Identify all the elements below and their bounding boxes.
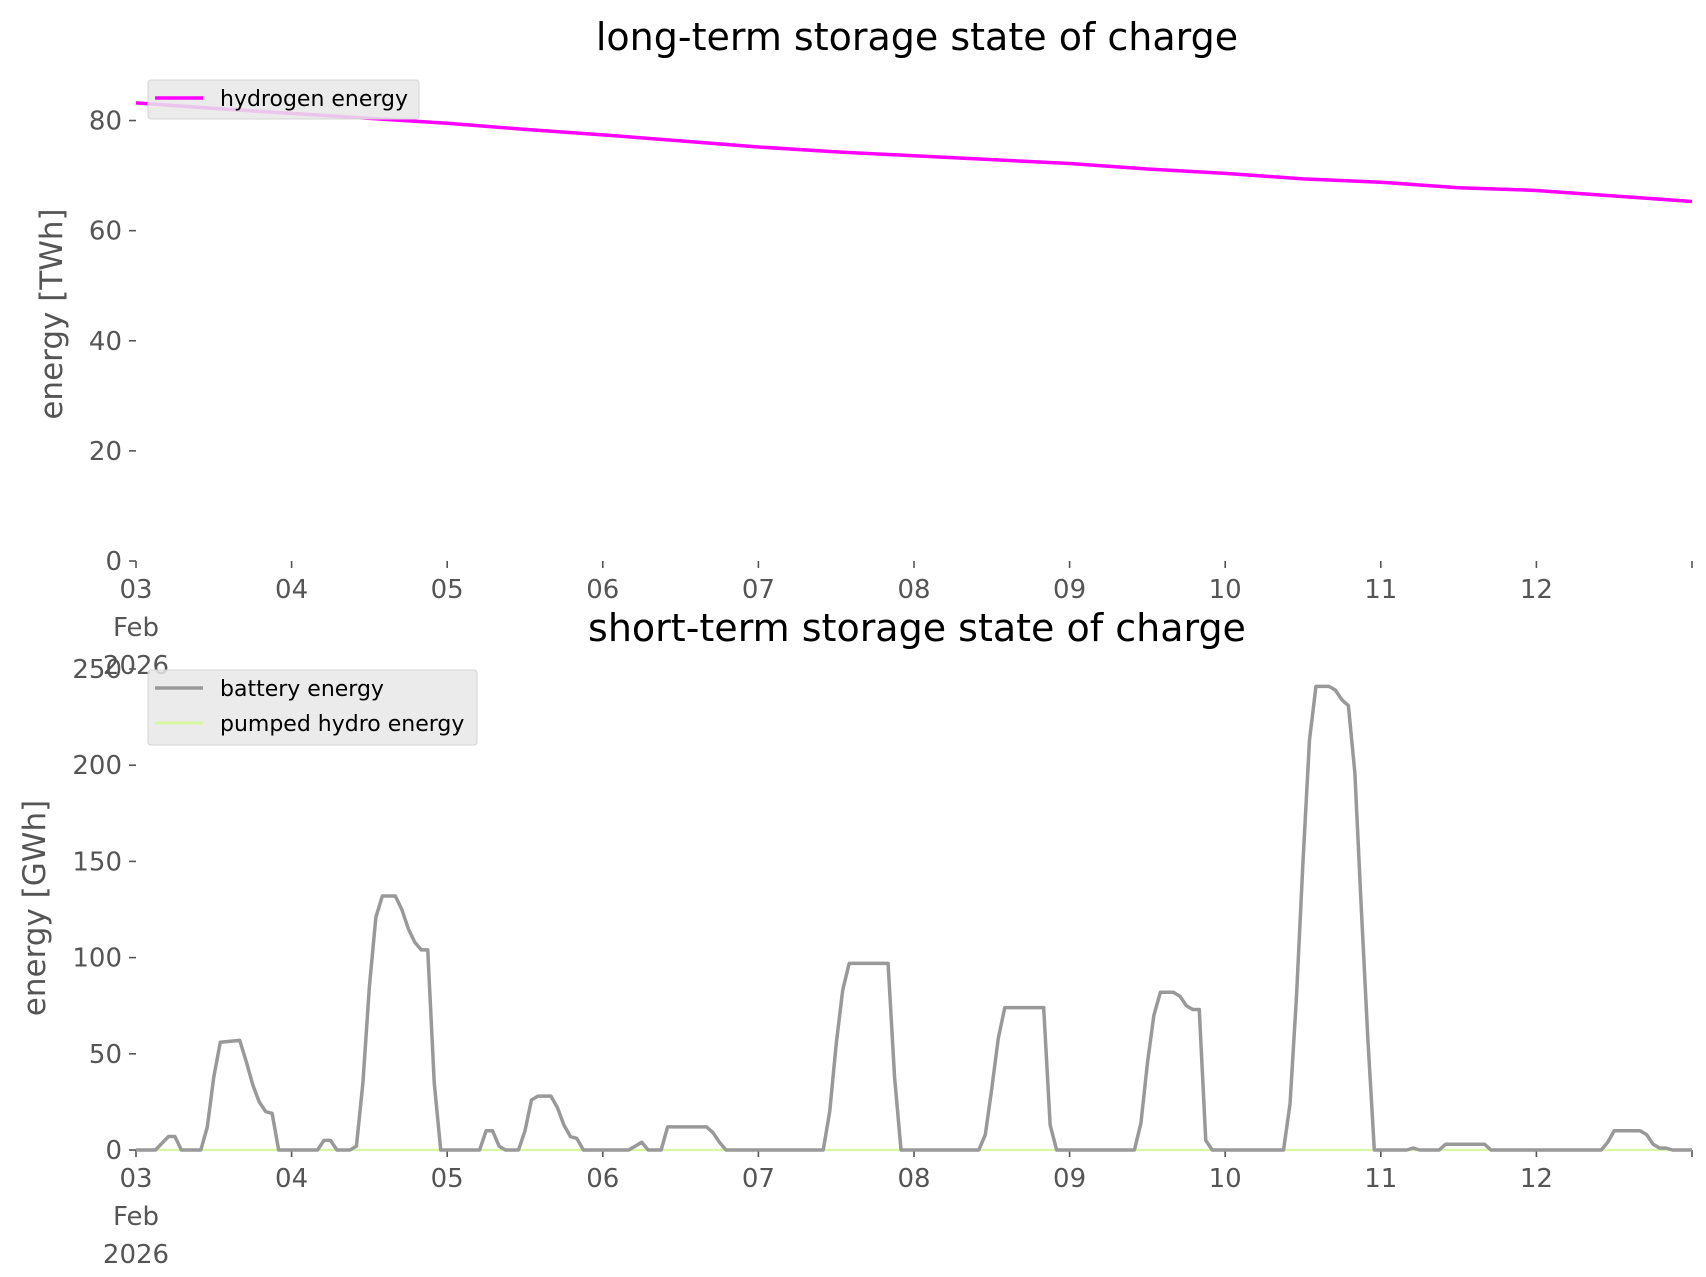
y-tick: 150 xyxy=(72,847,136,877)
x-tick: 11 xyxy=(1364,1150,1397,1194)
y-tick: 80 xyxy=(89,107,136,137)
y-tick-label: 40 xyxy=(89,327,122,357)
legend: hydrogen energy xyxy=(147,79,420,120)
x-tick-label: 2026 xyxy=(103,1240,169,1270)
legend: battery energy pumped hydro energy xyxy=(147,669,478,746)
x-tick: 07 xyxy=(742,561,775,605)
y-tick-label: 100 xyxy=(72,944,122,974)
x-tick-label: 12 xyxy=(1520,1164,1553,1194)
x-axis-ticks: 03 Feb 2026 04 05 06 07 08 09 10 11 12 xyxy=(103,1150,1693,1270)
y-axis-ticks: 0 50 100 150 200 250 xyxy=(72,655,136,1166)
x-tick-label: 11 xyxy=(1364,1164,1397,1194)
y-axis-ticks: 0 20 40 60 80 xyxy=(89,107,136,577)
x-tick: 11 xyxy=(1364,561,1397,605)
legend-entry-battery-energy: battery energy xyxy=(220,677,384,702)
x-tick: 10 xyxy=(1209,561,1242,605)
x-tick-label: 10 xyxy=(1209,575,1242,605)
x-tick-label: 04 xyxy=(275,1164,308,1194)
y-tick-label: 250 xyxy=(72,655,122,685)
x-tick-label: 05 xyxy=(431,1164,464,1194)
x-tick: 05 xyxy=(431,561,464,605)
y-tick: 0 xyxy=(105,1136,136,1166)
legend-box xyxy=(147,79,420,120)
x-tick-label: 08 xyxy=(897,1164,930,1194)
y-tick: 40 xyxy=(89,327,136,357)
x-tick-label: 04 xyxy=(275,575,308,605)
x-tick-label: 07 xyxy=(742,1164,775,1194)
x-tick: 08 xyxy=(897,1150,931,1194)
y-tick: 100 xyxy=(72,944,136,974)
x-tick-label: Feb xyxy=(113,613,159,643)
y-tick: 50 xyxy=(89,1040,136,1070)
short-term-chart: short-term storage state of charge energ… xyxy=(17,606,1693,1270)
x-tick: 08 xyxy=(897,561,931,605)
x-tick-label: 12 xyxy=(1520,575,1553,605)
x-tick: 10 xyxy=(1209,1150,1242,1194)
x-tick-label: 08 xyxy=(897,575,930,605)
x-tick-label: 06 xyxy=(586,575,619,605)
y-tick-label: 60 xyxy=(89,217,122,247)
series-lines xyxy=(136,684,1692,1152)
x-tick: 12 xyxy=(1520,1150,1553,1194)
x-tick: 05 xyxy=(431,1150,464,1194)
y-tick-label: 200 xyxy=(72,751,122,781)
x-tick-label: 07 xyxy=(742,575,775,605)
series-line-battery-energy xyxy=(136,684,1692,1152)
y-tick-label: 80 xyxy=(89,107,122,137)
y-axis-label: energy [TWh] xyxy=(34,208,70,419)
x-tick: 06 xyxy=(586,1150,619,1194)
y-tick: 0 xyxy=(105,547,136,577)
y-tick: 20 xyxy=(89,437,136,467)
x-tick: 09 xyxy=(1053,561,1086,605)
series-line-hydrogen-energy xyxy=(135,101,1693,204)
y-tick: 200 xyxy=(72,751,136,781)
x-tick-label: 03 xyxy=(119,1164,152,1194)
x-tick: 12 xyxy=(1520,561,1553,605)
x-tick: 04 xyxy=(275,1150,308,1194)
x-tick-label: 05 xyxy=(431,575,464,605)
chart-title: short-term storage state of charge xyxy=(588,606,1246,650)
x-tick-label: 09 xyxy=(1053,1164,1086,1194)
y-tick-label: 0 xyxy=(105,1136,122,1166)
y-tick-label: 50 xyxy=(89,1040,122,1070)
y-tick-label: 20 xyxy=(89,437,122,467)
x-tick-label: 10 xyxy=(1209,1164,1242,1194)
legend-entry-hydrogen-energy: hydrogen energy xyxy=(220,87,408,112)
y-tick-label: 0 xyxy=(105,547,122,577)
y-tick-label: 150 xyxy=(72,847,122,877)
legend-box xyxy=(147,669,478,746)
series-lines xyxy=(135,101,1693,204)
legend-entry-pumped-hydro-energy: pumped hydro energy xyxy=(220,712,464,737)
x-tick-label: 03 xyxy=(119,575,152,605)
x-tick: 09 xyxy=(1053,1150,1086,1194)
x-tick-label: 06 xyxy=(586,1164,619,1194)
x-tick-label: Feb xyxy=(113,1202,159,1232)
x-tick-label: 11 xyxy=(1364,575,1397,605)
x-tick: 03 Feb 2026 xyxy=(103,1150,169,1270)
x-tick-label: 09 xyxy=(1053,575,1086,605)
long-term-chart: long-term storage state of charge energy… xyxy=(34,15,1693,681)
x-tick: 04 xyxy=(275,561,308,605)
x-tick: 07 xyxy=(742,1150,775,1194)
x-tick: 06 xyxy=(586,561,619,605)
y-axis-label: energy [GWh] xyxy=(17,800,53,1016)
y-tick: 250 xyxy=(72,655,136,685)
chart-title: long-term storage state of charge xyxy=(596,15,1238,59)
y-tick: 60 xyxy=(89,217,136,247)
